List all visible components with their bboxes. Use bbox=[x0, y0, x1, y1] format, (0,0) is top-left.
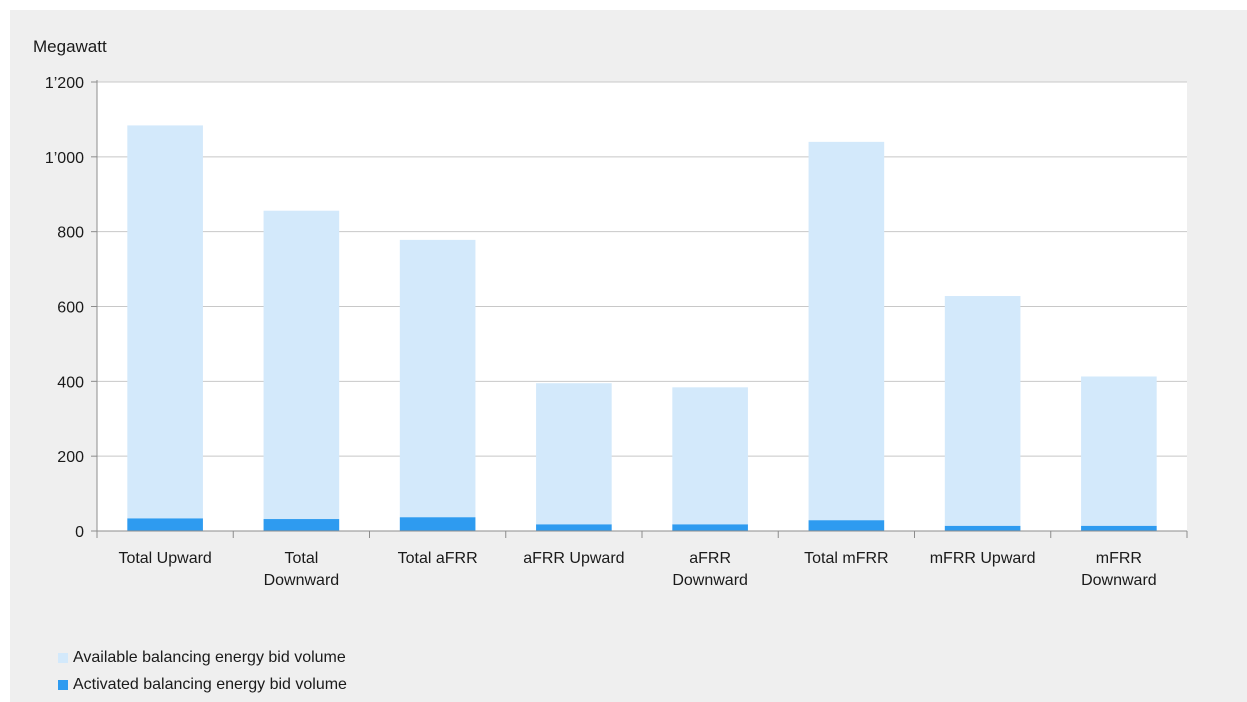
x-tick-label: Total aFRR bbox=[398, 550, 478, 567]
bar-chart: Megawatt 0 200 400 600 800 1’000 1’200 Total U… bbox=[33, 37, 1188, 589]
bar-activated bbox=[399, 517, 476, 531]
legend-swatch-activated bbox=[58, 679, 68, 690]
x-tick-label: mFRR bbox=[1096, 550, 1142, 567]
legend-item-activated: Activated balancing energy bid volume bbox=[58, 671, 347, 698]
y-tick-label: 0 bbox=[75, 524, 84, 541]
x-tick-label: Total Upward bbox=[118, 550, 211, 567]
legend-label-activated: Activated balancing energy bid volume bbox=[73, 675, 347, 693]
y-tick-label: 800 bbox=[57, 225, 84, 242]
bar-activated bbox=[1081, 525, 1157, 531]
x-tick-label: Total mFRR bbox=[804, 550, 888, 567]
bar-available bbox=[127, 125, 203, 519]
bar-activated bbox=[808, 520, 885, 531]
x-tick-label: mFRR Upward bbox=[930, 550, 1036, 567]
bar-activated bbox=[263, 519, 340, 531]
bar-activated bbox=[536, 524, 612, 531]
x-tick-label: aFRR bbox=[689, 550, 731, 567]
bar-activated bbox=[127, 518, 203, 531]
bar-available bbox=[1081, 376, 1157, 526]
bar-available bbox=[399, 239, 476, 518]
chart-frame: Megawatt 0 200 400 600 800 1’000 1’200 Total U… bbox=[10, 10, 1247, 702]
y-axis-label: Megawatt bbox=[33, 37, 107, 56]
legend-item-available: Available balancing energy bid volume bbox=[58, 644, 347, 671]
x-tick-label: Downward bbox=[672, 572, 748, 589]
bar-activated bbox=[672, 524, 748, 531]
bar-available bbox=[944, 296, 1021, 526]
legend: Available balancing energy bid volume Ac… bbox=[58, 644, 347, 698]
bars bbox=[127, 125, 1157, 531]
bar-activated bbox=[944, 525, 1021, 531]
bar-available bbox=[672, 387, 748, 525]
x-tick-label: Total bbox=[284, 550, 318, 567]
axes bbox=[91, 80, 1188, 538]
y-tick-label: 200 bbox=[57, 449, 84, 466]
x-tick-label: Downward bbox=[1081, 572, 1157, 589]
legend-swatch-available bbox=[58, 652, 68, 663]
x-tick-labels: Total Upward Total Downward Total aFRR aFRR … bbox=[118, 550, 1156, 589]
y-tick-label: 400 bbox=[57, 374, 84, 391]
bar-available bbox=[808, 141, 885, 521]
y-tick-label: 1’000 bbox=[45, 150, 84, 167]
x-tick-label: aFRR Upward bbox=[523, 550, 624, 567]
y-tick-label: 600 bbox=[57, 300, 84, 317]
bar-available bbox=[263, 210, 340, 520]
bar-available bbox=[536, 383, 612, 525]
y-tick-label: 1’200 bbox=[45, 75, 84, 92]
y-tick-labels: 0 200 400 600 800 1’000 1’200 bbox=[45, 75, 84, 541]
legend-label-available: Available balancing energy bid volume bbox=[73, 648, 346, 666]
x-tick-label: Downward bbox=[264, 572, 340, 589]
